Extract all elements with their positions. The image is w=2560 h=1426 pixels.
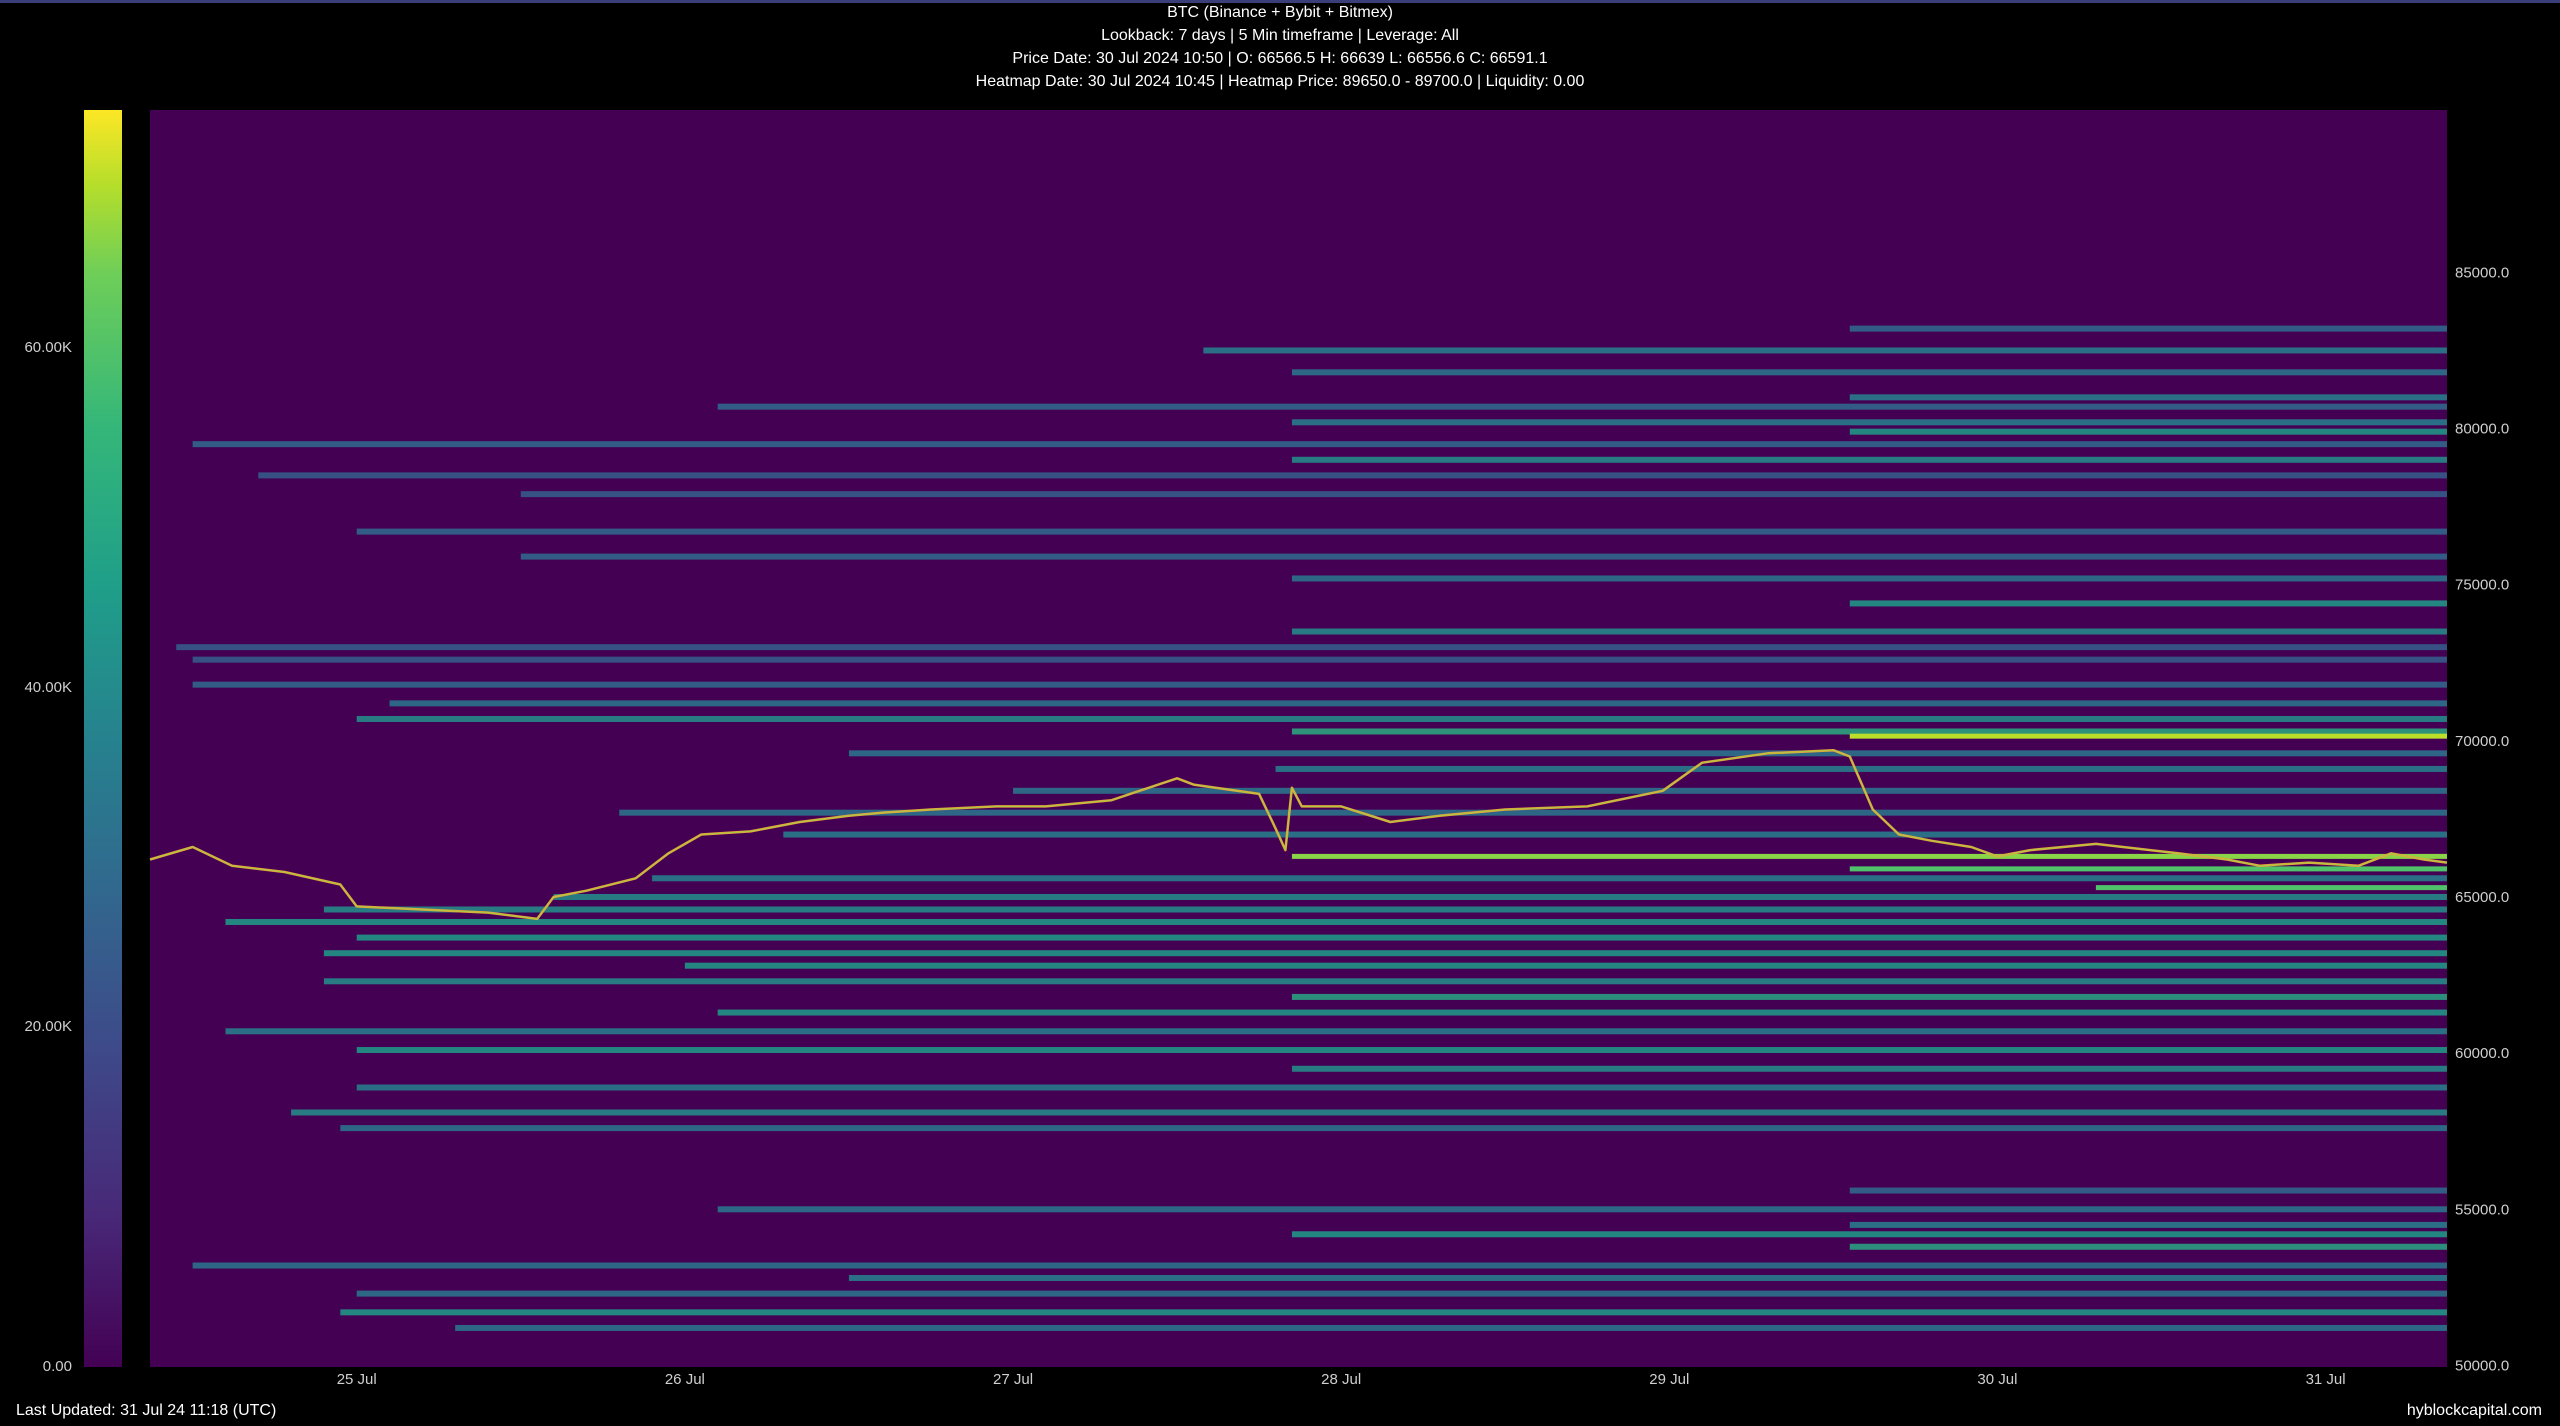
y-tick-label: 70000.0 <box>2455 733 2509 750</box>
liquidity-band <box>1291 575 2447 582</box>
liquidity-bands <box>176 325 2448 1331</box>
liquidity-band <box>258 472 2448 479</box>
x-tick-label: 27 Jul <box>993 1371 1033 1388</box>
liquidity-band <box>323 906 2447 913</box>
y-tick-label: 50000.0 <box>2455 1357 2509 1374</box>
colorbar-tick-20k: 20.00K <box>24 1018 72 1036</box>
top-border <box>0 0 2560 3</box>
liquidity-band <box>225 918 2447 925</box>
y-tick-label: 60000.0 <box>2455 1045 2509 1062</box>
liquidity-band <box>848 1274 2447 1281</box>
liquidity-band <box>1291 456 2447 463</box>
x-tick-label: 31 Jul <box>2306 1371 2346 1388</box>
brand-link[interactable]: hyblockcapital.com <box>2406 1402 2542 1419</box>
liquidity-band <box>192 656 2447 663</box>
chart-title: BTC (Binance + Bybit + Bitmex) <box>1167 4 1393 21</box>
liquidity-band <box>192 441 2447 448</box>
liquidity-band <box>356 1047 2448 1054</box>
liquidity-band <box>717 1206 2447 1213</box>
y-axis: 50000.0 55000.0 60000.0 65000.0 70000.0 75000… <box>2455 264 2509 1374</box>
y-tick-label: 55000.0 <box>2455 1201 2509 1218</box>
liquidity-band <box>225 1028 2447 1035</box>
liquidity-band <box>1291 419 2447 426</box>
x-tick-label: 25 Jul <box>337 1371 377 1388</box>
price-line-highlight <box>149 749 2448 920</box>
liquidity-band <box>1291 1231 2447 1238</box>
liquidity-band <box>652 875 2447 882</box>
liquidity-band <box>1291 1065 2447 1072</box>
liquidity-band <box>1849 428 2447 435</box>
liquidity-band <box>1849 1221 2447 1228</box>
colorbar-tick-0: 0.00 <box>42 1358 72 1375</box>
liquidity-band <box>356 1084 2448 1091</box>
liquidity-band <box>783 831 2448 838</box>
liquidity-band <box>340 1125 2448 1132</box>
liquidity-band <box>1291 853 2447 859</box>
liquidity-band <box>291 1109 2447 1116</box>
liquidity-band <box>356 1290 2448 1297</box>
liquidity-band <box>717 403 2447 410</box>
liquidity-band <box>1203 347 2447 354</box>
colorbar-tick-40k: 40.00K <box>24 678 72 696</box>
liquidity-band <box>192 681 2447 688</box>
liquidity-band <box>1849 394 2447 401</box>
liquidity-band <box>1849 733 2447 739</box>
lookback-info: Lookback: 7 days | 5 Min timeframe | Lev… <box>1101 27 1459 44</box>
last-updated: Last Updated: 31 Jul 24 11:18 (UTC) <box>16 1402 277 1419</box>
liquidity-band <box>1291 628 2447 635</box>
liquidity-band <box>1849 866 2447 872</box>
liquidity-band <box>848 750 2447 757</box>
liquidity-band <box>356 528 2448 535</box>
liquidity-band <box>389 700 2448 707</box>
liquidity-band <box>323 950 2447 957</box>
x-tick-label: 26 Jul <box>665 1371 705 1388</box>
liquidity-band <box>1291 369 2447 376</box>
liquidity-band <box>455 1324 2447 1331</box>
liquidity-band <box>1849 1243 2447 1250</box>
liquidity-band <box>1291 993 2447 1000</box>
y-tick-label: 75000.0 <box>2455 577 2509 594</box>
liquidity-band <box>356 934 2448 941</box>
y-tick-label: 80000.0 <box>2455 421 2509 438</box>
liquidity-band <box>684 962 2448 969</box>
liquidity-band <box>619 809 2447 816</box>
liquidity-band <box>1849 600 2447 607</box>
y-tick-label: 85000.0 <box>2455 264 2509 281</box>
liquidity-band <box>2095 885 2447 891</box>
liquidity-band <box>520 491 2447 498</box>
liquidity-band <box>340 1309 2448 1316</box>
x-tick-label: 28 Jul <box>1321 1371 1361 1388</box>
liquidity-band <box>1013 787 2448 794</box>
liquidity-band <box>192 1262 2447 1269</box>
x-tick-label: 30 Jul <box>1977 1371 2017 1388</box>
liquidity-band <box>356 715 2448 722</box>
liquidity-band <box>176 644 2447 651</box>
x-axis: 25 Jul 26 Jul 27 Jul 28 Jul 29 Jul 30 Jul 31 J… <box>337 1371 2346 1388</box>
liquidity-band <box>1849 325 2447 332</box>
colorbar <box>84 110 122 1367</box>
liquidity-band <box>1275 765 2447 772</box>
liquidity-band <box>520 553 2447 560</box>
heatmap-date-info: Heatmap Date: 30 Jul 2024 10:45 | Heatma… <box>975 73 1585 90</box>
colorbar-tick-60k: 60.00K <box>24 338 72 356</box>
liquidity-band <box>717 1009 2447 1016</box>
liquidity-band <box>1291 728 2447 735</box>
liquidity-band <box>323 978 2447 985</box>
y-tick-label: 65000.0 <box>2455 889 2509 906</box>
x-tick-label: 29 Jul <box>1649 1371 1689 1388</box>
price-date-info: Price Date: 30 Jul 2024 10:50 | O: 66566… <box>1012 50 1548 67</box>
liquidity-band <box>1849 1187 2447 1194</box>
liquidity-band <box>553 893 2447 900</box>
